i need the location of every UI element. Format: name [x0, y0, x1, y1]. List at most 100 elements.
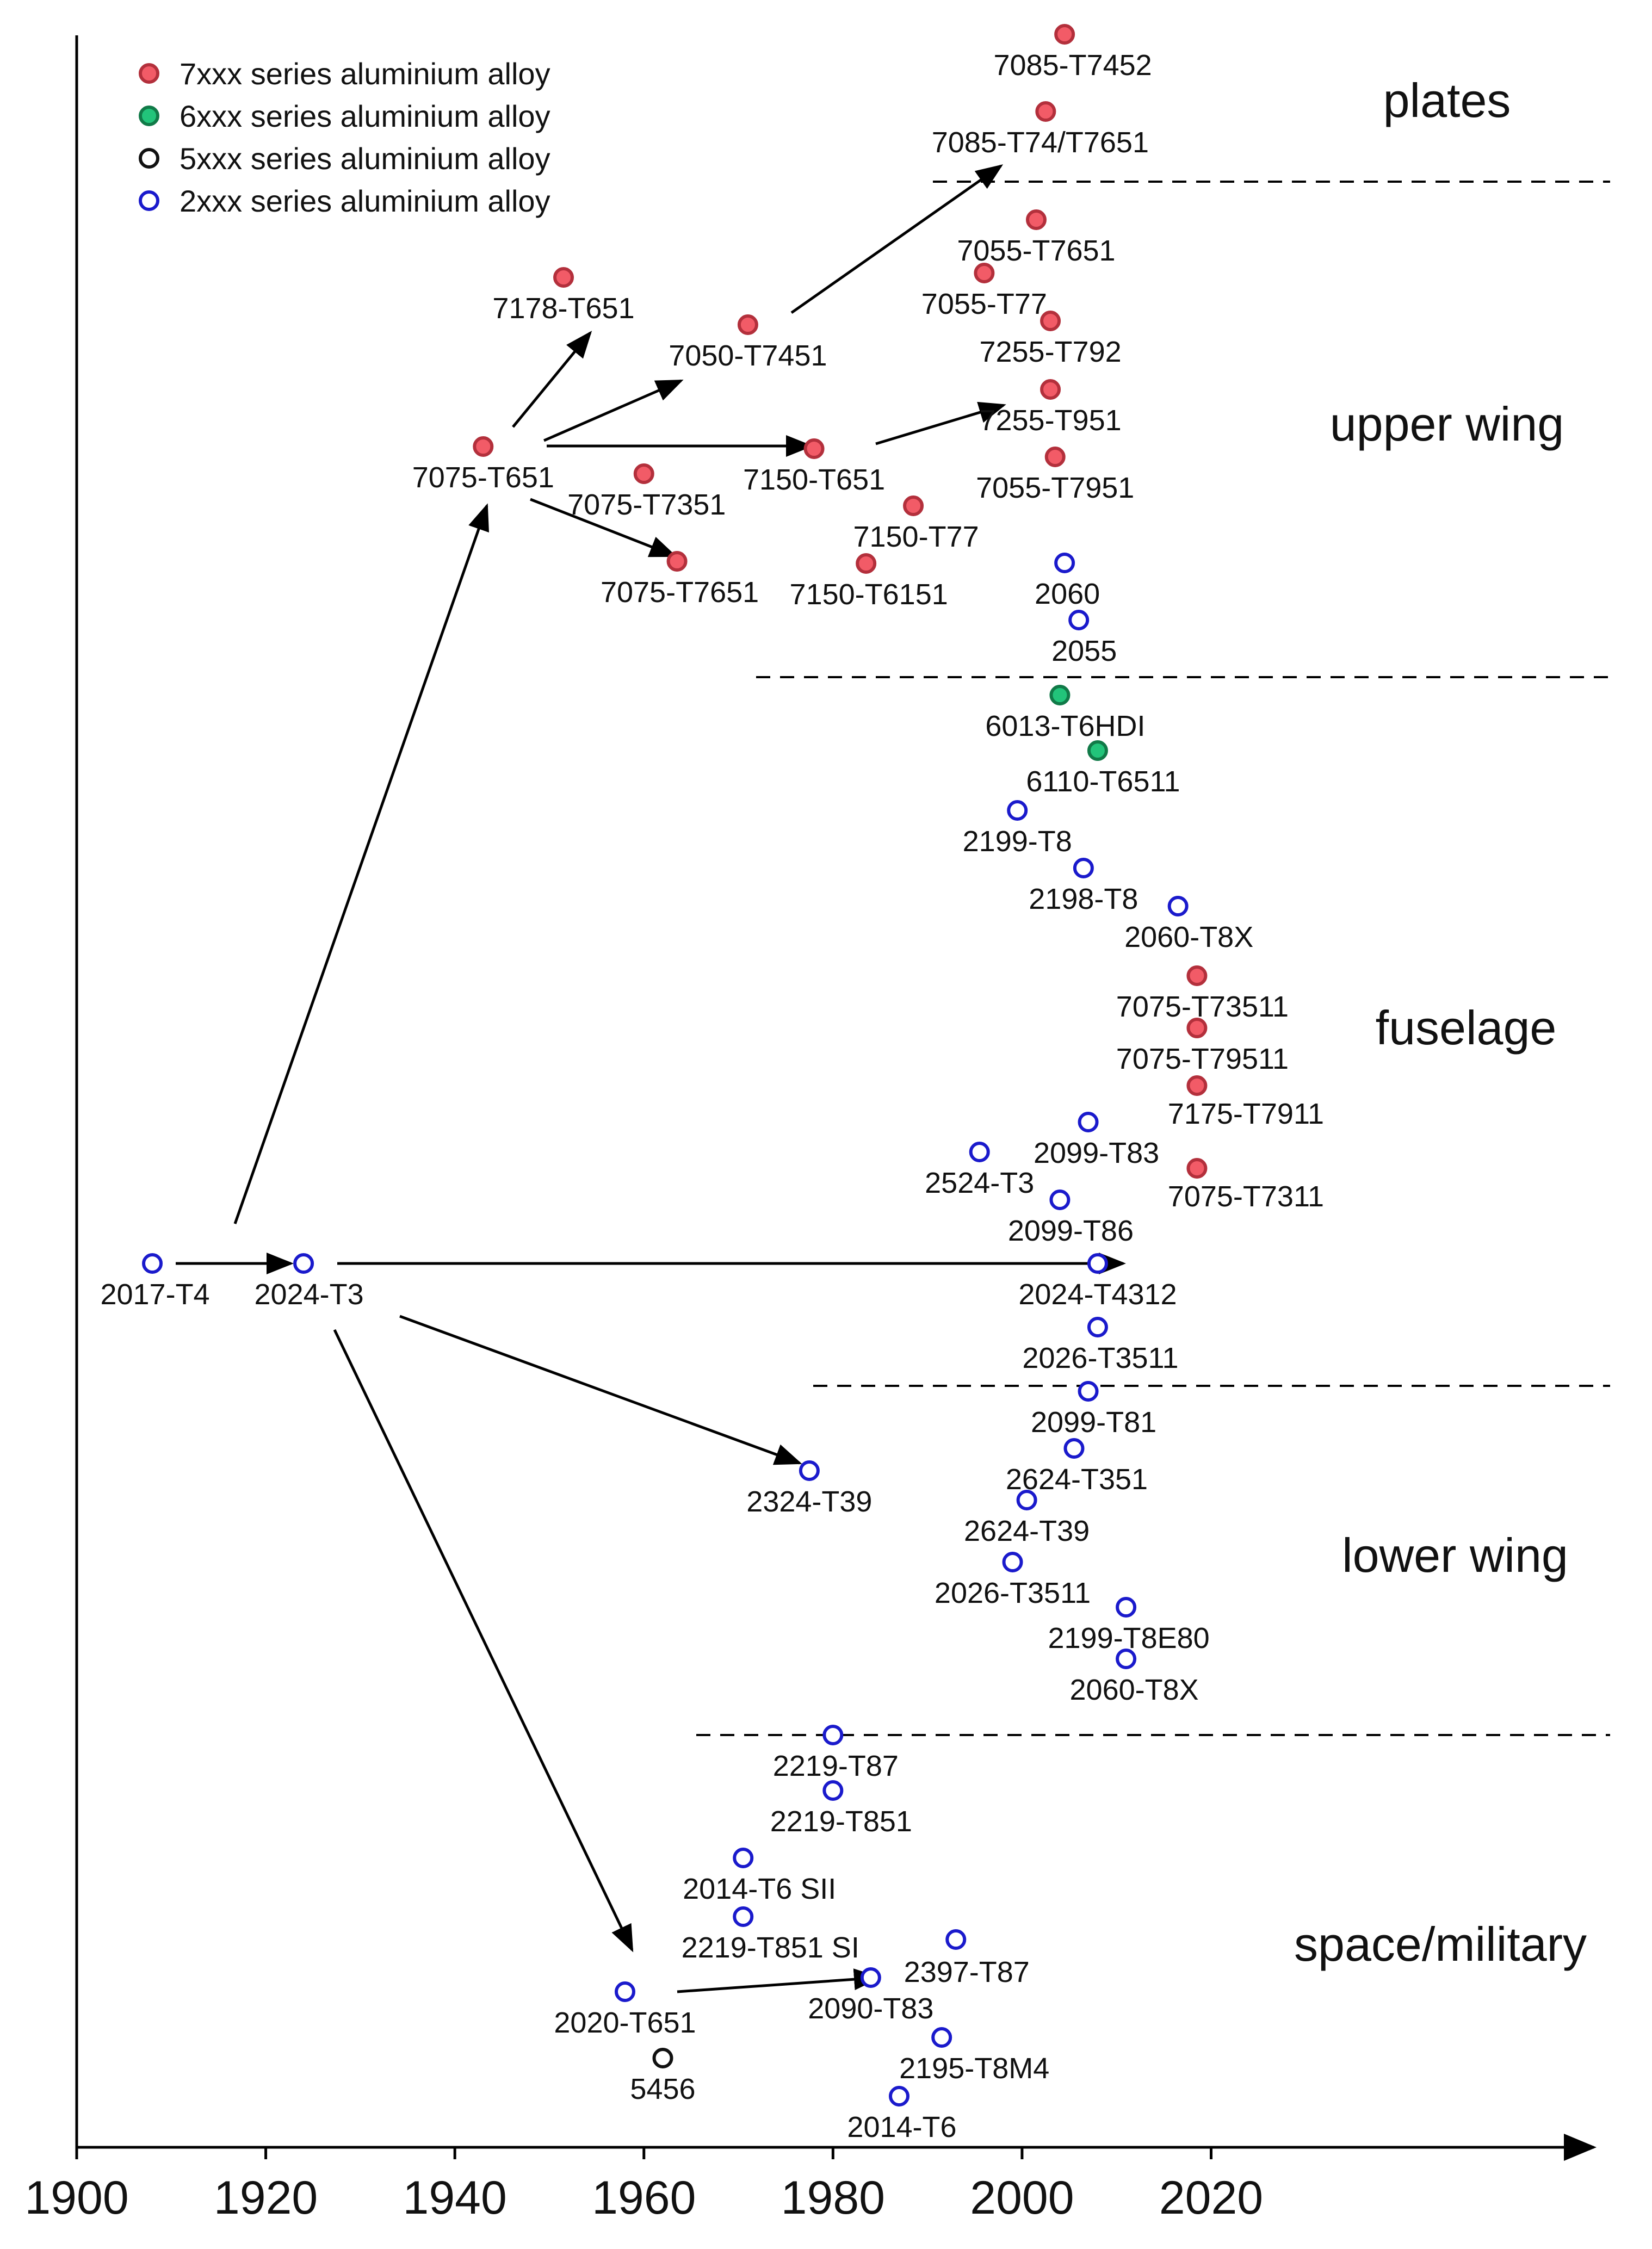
point-7150-t77-8: [903, 495, 924, 516]
point-7085-t74-t7651-1: [1035, 101, 1056, 122]
point-2014-t6-49: [888, 2086, 909, 2106]
arrow-2024-t3-to-2324-t39: [399, 1315, 802, 1465]
arrow-7075-t651-to-7050-t7451: [543, 379, 684, 442]
legend-marker-7xxx: [139, 63, 159, 84]
point-2524-t3-26: [969, 1142, 990, 1162]
point-label-7055-t7651-10: 7055-T7651: [957, 234, 1115, 267]
point-label-2624-t39-36: 2624-T39: [964, 1515, 1090, 1547]
point-7050-t7451-3: [737, 314, 758, 335]
point-6110-t6511-18: [1087, 740, 1108, 761]
x-tick-label-1980: 1980: [781, 2172, 885, 2224]
point-2199-t8e80-38: [1116, 1597, 1137, 1618]
legend: 7xxx series aluminium alloy 6xxx series …: [139, 57, 550, 218]
legend-label-5xxx: 5xxx series aluminium alloy: [180, 141, 550, 176]
point-label-7055-t7951-14: 7055-T7951: [976, 472, 1134, 504]
point-label-2014-t6-sii-42: 2014-T6 SII: [683, 1873, 836, 1905]
point-2198-t8-20: [1073, 858, 1094, 878]
point-label-2026-t3511-37: 2026-T3511: [935, 1577, 1091, 1609]
point-7055-t7951-14: [1044, 447, 1066, 467]
point-label-2195-t8m4-48: 2195-T8M4: [899, 2052, 1049, 2085]
point-label-7075-t7651-6: 7075-T7651: [601, 576, 759, 609]
point-label-7150-t651-7: 7150-T651: [743, 463, 885, 496]
point-label-7075-t73511-22: 7075-T73511: [1116, 990, 1289, 1023]
legend-marker-2xxx: [139, 190, 159, 211]
point-7075-t7351-5: [633, 463, 654, 484]
point-2324-t39-35: [799, 1460, 820, 1481]
point-2024-t3-32: [293, 1253, 314, 1274]
point-7255-t792-12: [1040, 311, 1061, 331]
point-label-2060-t8x-39: 2060-T8X: [1070, 1674, 1199, 1706]
point-label-7075-t7351-5: 7075-T7351: [567, 488, 726, 521]
point-7255-t951-13: [1040, 379, 1061, 400]
point-label-2219-t851-41: 2219-T851: [770, 1805, 912, 1838]
x-tick-label-2000: 2000: [970, 2172, 1074, 2224]
point-label-2198-t8-20: 2198-T8: [1029, 883, 1138, 915]
point-2195-t8m4-48: [931, 2027, 952, 2048]
point-2017-t4-31: [142, 1253, 163, 1274]
point-2024-t4312-29: [1087, 1253, 1108, 1274]
point-label-2219-t851-si-43: 2219-T851 SI: [682, 1931, 859, 1964]
point-2014-t6-sii-42: [733, 1848, 754, 1868]
x-tick-label-2020: 2020: [1159, 2172, 1263, 2224]
point-label-7075-t651-4: 7075-T651: [412, 461, 554, 494]
point-label-2017-t4-31: 2017-T4: [100, 1278, 209, 1311]
point-7075-t73511-22: [1186, 965, 1208, 986]
point-label-7075-t7311-27: 7075-T7311: [1168, 1180, 1324, 1213]
point-2219-t851-41: [822, 1780, 844, 1801]
region-label-lower-wing: lower wing: [1342, 1528, 1568, 1582]
point-label-7150-t6151-9: 7150-T6151: [790, 578, 948, 611]
point-label-7055-t77-11: 7055-T77: [921, 288, 1047, 320]
legend-marker-6xxx: [139, 106, 159, 126]
point-label-7178-t651-2: 7178-T651: [492, 292, 634, 325]
point-label-2099-t81-33: 2099-T81: [1031, 1406, 1156, 1439]
point-2060-t8x-21: [1167, 896, 1189, 916]
x-axis-ticks: 1900 1920 1940 1960 1980 2000 2020: [24, 2147, 1263, 2224]
point-7075-t7651-6: [666, 551, 688, 572]
point-label-2026-t3511-30: 2026-T3511: [1022, 1342, 1178, 1374]
point-label-5456-47: 5456: [630, 2073, 695, 2105]
point-label-2020-t651-45: 2020-T651: [554, 2006, 696, 2039]
point-6013-t6hdi-17: [1049, 685, 1071, 705]
point-2624-t351-34: [1063, 1438, 1085, 1459]
point-label-2055-16: 2055: [1051, 635, 1117, 667]
arrow-7150-t651-to-7255-t951: [875, 401, 1006, 445]
point-2219-t87-40: [822, 1725, 844, 1745]
point-label-2014-t6-49: 2014-T6: [847, 2111, 956, 2143]
point-2219-t851-si-43: [733, 1906, 754, 1927]
point-2055-16: [1068, 610, 1090, 630]
point-2026-t3511-30: [1087, 1317, 1108, 1337]
point-2090-t83-46: [860, 1967, 881, 1988]
point-2060-15: [1054, 553, 1075, 573]
point-2397-t87-44: [945, 1929, 967, 1950]
legend-label-6xxx: 6xxx series aluminium alloy: [180, 99, 550, 133]
x-tick-label-1960: 1960: [592, 2172, 696, 2224]
point-7150-t651-7: [803, 438, 825, 459]
arrow-7075-t651-to-7075-t7651: [530, 498, 677, 557]
point-label-2099-t86-28: 2099-T86: [1008, 1215, 1134, 1247]
x-tick-label-1940: 1940: [403, 2172, 506, 2224]
point-7075-t79511-23: [1186, 1018, 1208, 1038]
point-5456-47: [652, 2048, 673, 2068]
point-label-7175-t7911-24: 7175-T7911: [1168, 1098, 1324, 1130]
arrow-7075-t651-to-7178-t651: [512, 331, 592, 428]
region-label-plates: plates: [1383, 73, 1511, 127]
point-2060-t8x-39: [1116, 1649, 1137, 1669]
legend-label-7xxx: 7xxx series aluminium alloy: [180, 57, 550, 91]
arrow-7050-t7451-to-7085-t74-t7651: [790, 164, 1004, 314]
point-2099-t83-25: [1078, 1112, 1099, 1132]
arrow-2024-t3-to-2020-t651: [333, 1329, 634, 1953]
point-7178-t651-2: [553, 267, 574, 288]
point-7055-t7651-10: [1025, 209, 1047, 230]
arrow-2017-t4-to-7075-t651: [233, 503, 489, 1224]
point-label-7150-t77-8: 7150-T77: [853, 521, 979, 553]
point-2624-t39-36: [1016, 1490, 1037, 1510]
arrow-2020-t651-to-2090-t83: [677, 1968, 881, 1993]
point-label-7075-t79511-23: 7075-T79511: [1116, 1043, 1289, 1075]
point-7055-t77-11: [974, 263, 995, 283]
point-label-2524-t3-26: 2524-T3: [925, 1167, 1034, 1199]
point-2026-t3511-37: [1002, 1552, 1023, 1572]
point-2099-t81-33: [1078, 1381, 1099, 1402]
legend-marker-5xxx: [139, 148, 159, 169]
point-label-2060-t8x-21: 2060-T8X: [1124, 921, 1253, 953]
